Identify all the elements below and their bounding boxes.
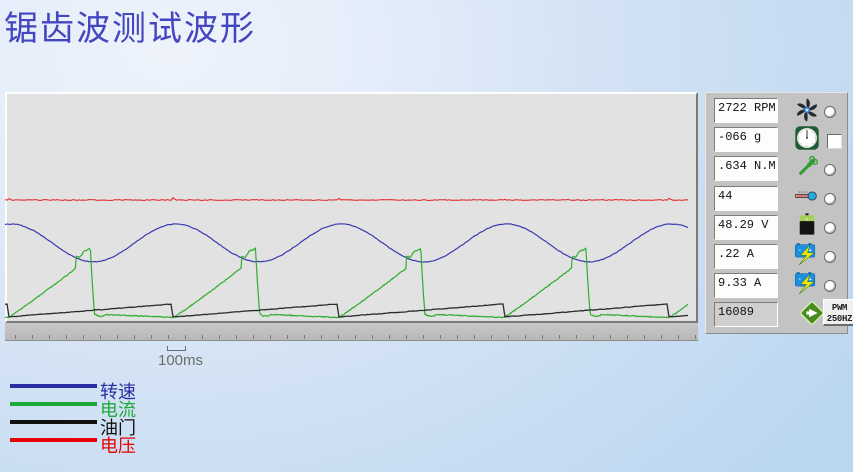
svg-text:-: - (799, 276, 801, 283)
svg-text:-: - (799, 247, 801, 254)
